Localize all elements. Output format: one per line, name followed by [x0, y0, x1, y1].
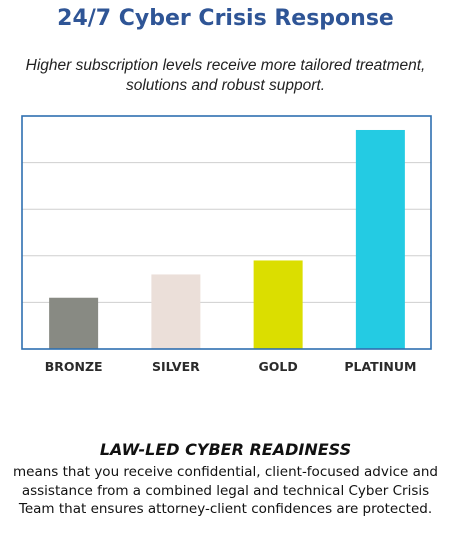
section-body: means that you receive confidential, cli…: [13, 464, 438, 517]
bar-gold: [253, 260, 303, 349]
bar-bronze: [49, 297, 99, 349]
bar-chart: BRONZE SILVER GOLD PLATINUM: [21, 115, 432, 374]
bar-platinum: [355, 129, 405, 349]
x-tick-label-gold: GOLD: [259, 359, 298, 374]
chart-subtitle: Higher subscription levels receive more …: [25, 57, 426, 94]
x-axis-labels: BRONZE SILVER GOLD PLATINUM: [45, 359, 417, 374]
page-title: 24/7 Cyber Crisis Response: [57, 6, 394, 31]
x-tick-label-bronze: BRONZE: [45, 359, 103, 374]
bar-silver: [151, 274, 201, 349]
plot-border: [21, 115, 432, 350]
bars: [49, 129, 405, 349]
x-tick-label-platinum: PLATINUM: [344, 359, 416, 374]
x-tick-label-silver: SILVER: [152, 359, 200, 374]
section-heading: LAW-LED CYBER READINESS: [99, 440, 352, 459]
